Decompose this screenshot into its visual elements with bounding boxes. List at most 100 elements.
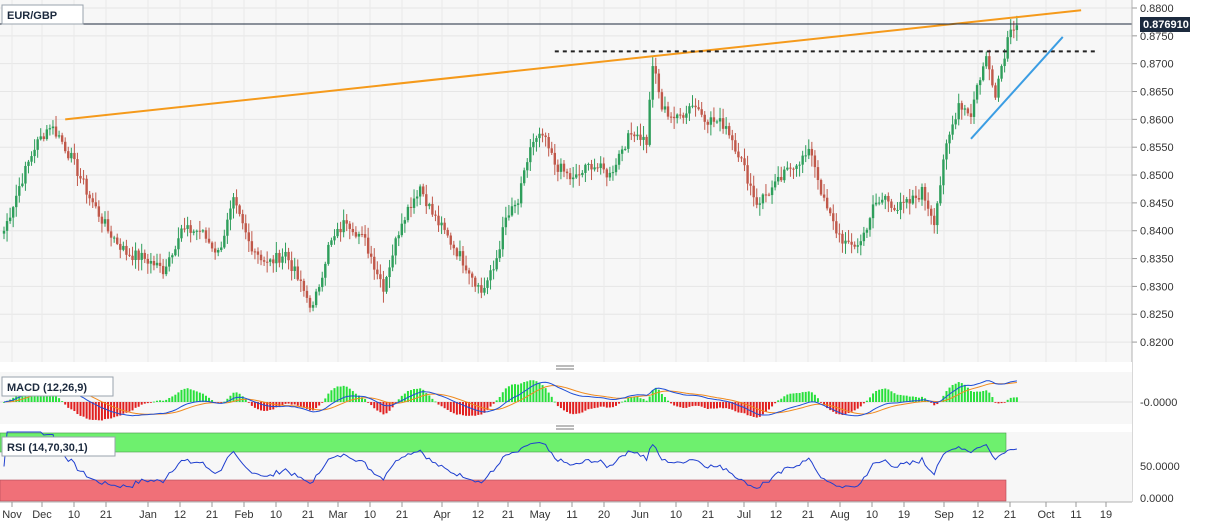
candle-up (997, 78, 1000, 98)
macd-histogram-bar (722, 402, 725, 409)
macd-histogram-bar (816, 398, 819, 402)
candle-up (636, 134, 639, 137)
macd-histogram-bar (526, 381, 529, 402)
candle-down (767, 194, 771, 196)
macd-histogram-bar (192, 390, 195, 402)
x-tick-label: Jun (631, 509, 649, 521)
candle-up (327, 244, 330, 264)
macd-histogram-bar (541, 385, 544, 402)
candle-down (250, 241, 254, 252)
candle-down (890, 201, 893, 208)
x-tick-label: 12 (770, 509, 782, 521)
candle-up (498, 249, 501, 259)
candle-up (871, 204, 875, 219)
macd-histogram-bar (575, 402, 578, 414)
macd-histogram-bar (302, 402, 305, 408)
candle-down (76, 159, 79, 176)
candle-up (519, 183, 523, 204)
macd-histogram-bar (712, 402, 715, 409)
candle-up (342, 220, 345, 233)
macd-histogram-bar (590, 402, 593, 409)
macd-histogram-bar (746, 402, 749, 416)
macd-histogram-bar (333, 388, 336, 402)
price-panel-bg (0, 0, 1132, 362)
candle-down (917, 198, 921, 200)
candle-up (807, 148, 810, 156)
candle-down (703, 114, 706, 122)
candle-down (109, 231, 113, 238)
macd-histogram-bar (272, 402, 275, 410)
candle-down (553, 152, 556, 165)
macd-histogram-bar (853, 402, 856, 411)
candle-up (862, 232, 866, 242)
macd-histogram-bar (694, 402, 697, 406)
macd-histogram-bar (174, 394, 177, 402)
candle-up (226, 219, 229, 236)
candle-up (149, 261, 153, 264)
price-axis: 0.8800 0.8750 0.8700 0.8650 0.8600 0.8550 0.85… (1131, 0, 1174, 502)
macd-histogram-bar (229, 395, 232, 402)
macd-histogram-bar (76, 402, 79, 415)
macd-histogram-bar (734, 402, 737, 412)
macd-histogram-bar (731, 402, 734, 410)
candle-up (859, 241, 862, 246)
macd-histogram-bar (550, 396, 553, 402)
macd-histogram-bar (1000, 402, 1003, 404)
candle-down (562, 163, 566, 172)
macd-histogram-bar (370, 402, 373, 406)
macd-tick: -0.0000 (1140, 397, 1177, 409)
x-tick-label: 10 (866, 509, 878, 521)
macd-histogram-bar (893, 393, 896, 402)
macd-histogram-bar (122, 402, 125, 414)
x-tick-label: 21 (802, 509, 814, 521)
candle-up (406, 206, 410, 221)
macd-histogram-bar (385, 402, 388, 414)
macd-histogram-bar (434, 401, 437, 403)
candle-up (385, 277, 388, 292)
candle-down (238, 205, 241, 215)
macd-histogram-bar (116, 402, 119, 417)
candle-down (244, 223, 247, 233)
candle-up (269, 259, 272, 262)
macd-histogram-bar (247, 402, 250, 403)
macd-histogram-bar (709, 402, 712, 409)
candle-up (856, 245, 859, 247)
candle-up (884, 195, 887, 200)
candle-down (578, 174, 581, 176)
macd-histogram-bar (599, 402, 602, 407)
candle-up (978, 80, 982, 86)
candle-down (657, 73, 661, 93)
y-tick-label: 0.8700 (1140, 59, 1174, 71)
macd-histogram-bar (559, 402, 562, 409)
candle-up (715, 121, 719, 123)
macd-histogram-bar (373, 402, 376, 409)
candle-down (376, 269, 379, 275)
candle-up (5, 221, 9, 231)
candle-down (94, 202, 97, 207)
macd-histogram-bar (299, 402, 302, 407)
macd-histogram-bar (621, 401, 624, 403)
candle-down (816, 167, 820, 181)
x-tick-label: 21 (502, 509, 514, 521)
candle-down (697, 107, 700, 110)
candle-down (290, 260, 293, 272)
macd-histogram-bar (156, 400, 158, 402)
x-tick-label: Oct (1037, 509, 1054, 521)
macd-histogram-bar (556, 402, 559, 407)
macd-histogram-bar (706, 402, 709, 409)
candle-up (773, 181, 777, 188)
candle-down (210, 242, 214, 249)
candle-up (504, 217, 508, 228)
macd-histogram-bar (397, 399, 400, 402)
x-tick-label: 21 (396, 509, 408, 521)
candle-up (39, 136, 42, 140)
macd-histogram-bar (593, 402, 596, 409)
candle-up (758, 203, 762, 205)
trendline-orange-resistance (65, 9, 1082, 121)
candle-up (620, 149, 624, 154)
macd-histogram-bar (376, 402, 379, 411)
candle-up (394, 238, 397, 256)
candle-down (660, 92, 664, 110)
candle-up (174, 249, 177, 256)
macd-histogram-bar (813, 394, 816, 402)
